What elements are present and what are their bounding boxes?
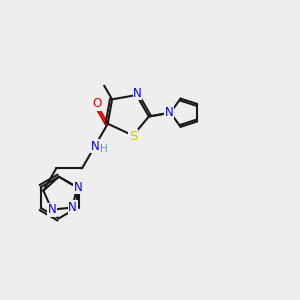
- Text: N: N: [68, 201, 77, 214]
- Text: N: N: [47, 203, 56, 216]
- Text: S: S: [129, 130, 137, 143]
- Text: N: N: [133, 87, 142, 100]
- Text: N: N: [165, 106, 174, 119]
- Text: O: O: [92, 98, 101, 110]
- Text: H: H: [100, 144, 108, 154]
- Text: N: N: [91, 140, 99, 153]
- Text: N: N: [74, 181, 82, 194]
